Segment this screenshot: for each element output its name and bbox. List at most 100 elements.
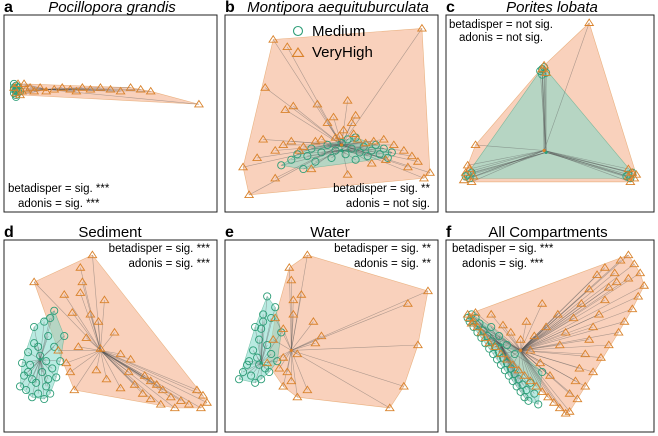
veryhigh-points	[29, 250, 213, 412]
spoke-line	[543, 72, 547, 151]
veryhigh-point	[497, 320, 508, 329]
veryhigh-point	[635, 268, 646, 277]
spoke-line	[291, 254, 308, 351]
veryhigh-point	[537, 298, 548, 307]
veryhigh-point	[368, 136, 379, 145]
legend-item-medium: Medium	[292, 23, 365, 40]
veryhigh-point	[310, 338, 321, 347]
medium-point	[481, 339, 490, 348]
medium-point	[538, 70, 547, 79]
veryhigh-point	[615, 255, 626, 264]
spoke-line	[39, 321, 45, 360]
veryhigh-point	[603, 282, 614, 291]
spoke-line	[264, 87, 342, 146]
veryhigh-point	[123, 367, 134, 376]
spoke-line	[303, 150, 342, 170]
veryhigh-point	[609, 268, 620, 277]
spoke-line	[489, 344, 502, 349]
spoke-line	[100, 350, 135, 385]
veryhigh-point	[570, 376, 581, 385]
veryhigh-point	[424, 168, 436, 176]
veryhigh-point	[310, 136, 321, 145]
spoke-line	[500, 344, 514, 382]
spoke-line	[475, 144, 545, 151]
medium-point	[500, 366, 509, 375]
spoke-line	[544, 150, 635, 179]
spoke-line	[545, 152, 627, 177]
spoke-line	[475, 312, 521, 351]
panel-title: Pocillopora grandis	[48, 0, 176, 16]
spoke-line	[520, 344, 609, 351]
medium-points	[15, 306, 69, 404]
spoke-line	[520, 350, 551, 376]
spoke-line	[341, 144, 425, 179]
veryhigh-point	[139, 370, 150, 379]
medium-point	[351, 155, 360, 164]
spoke-line	[100, 350, 129, 373]
spoke-line	[500, 344, 535, 394]
spoke-line	[64, 294, 101, 351]
veryhigh-point	[629, 259, 640, 268]
medium-point	[534, 400, 543, 409]
veryhigh-spokes	[267, 254, 429, 409]
spoke-line	[260, 344, 268, 364]
spoke-line	[293, 105, 342, 146]
veryhigh-point	[334, 131, 345, 139]
panel-title: All Compartments	[488, 224, 607, 241]
spoke-line	[541, 74, 547, 153]
veryhigh-point	[105, 84, 116, 93]
spoke-line	[520, 267, 606, 351]
veryhigh-point	[71, 86, 82, 95]
medium-point	[253, 353, 262, 362]
veryhigh-point	[312, 99, 323, 108]
veryhigh-point	[525, 376, 536, 385]
spoke-line	[341, 144, 412, 157]
spoke-line	[469, 150, 545, 170]
veryhigh-point	[580, 349, 591, 358]
spoke-line	[520, 350, 537, 387]
veryhigh-point	[125, 82, 136, 91]
medium-point	[46, 313, 55, 323]
panel-f: f All Compartments betadisper = sig. *** ad…	[445, 224, 655, 433]
veryhigh-point	[278, 140, 289, 149]
spoke-line	[260, 314, 264, 364]
veryhigh-point	[574, 363, 585, 372]
veryhigh-point	[513, 365, 524, 374]
veryhigh-point	[521, 316, 532, 325]
spoke-line	[254, 326, 262, 364]
veryhigh-point	[625, 177, 636, 186]
spoke-line	[39, 346, 55, 360]
veryhigh-point	[93, 316, 104, 325]
veryhigh-point	[584, 284, 595, 293]
veryhigh-point	[280, 105, 291, 113]
veryhigh-point	[572, 394, 583, 403]
veryhigh-spokes	[463, 22, 637, 183]
medium-point	[267, 349, 276, 359]
veryhigh-point	[61, 358, 72, 367]
panel-letter: a	[4, 0, 13, 16]
panel-frame	[224, 239, 439, 433]
medium-point	[251, 322, 260, 332]
panel-frame	[3, 239, 218, 433]
panel-letter: d	[4, 224, 14, 241]
veryhigh-point	[330, 132, 341, 141]
veryhigh-point	[580, 381, 591, 390]
medium-point	[28, 393, 37, 402]
medium-points	[234, 292, 286, 387]
veryhigh-point	[348, 129, 359, 137]
medium-point	[363, 151, 372, 161]
medium-spokes	[465, 67, 633, 179]
spoke-line	[520, 317, 574, 351]
medium-point	[311, 157, 320, 166]
veryhigh-point	[288, 309, 299, 318]
veryhigh-point	[639, 280, 650, 289]
veryhigh-point	[560, 327, 571, 336]
veryhigh-point	[398, 145, 409, 154]
veryhigh-point	[537, 64, 548, 73]
veryhigh-point	[284, 262, 295, 271]
spoke-line	[27, 351, 41, 360]
circle-icon	[292, 25, 304, 37]
medium-point	[15, 382, 25, 391]
veryhigh-point	[554, 340, 565, 349]
medium-point	[257, 324, 266, 333]
